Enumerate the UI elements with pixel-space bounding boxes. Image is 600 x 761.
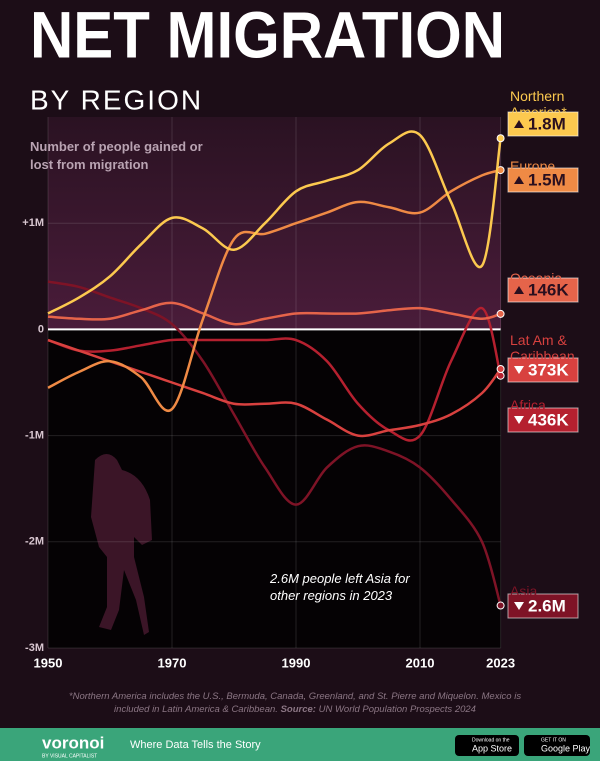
series-line	[47, 168, 501, 413]
x-tick-label: 1970	[158, 655, 187, 670]
brand: voronoi	[42, 733, 104, 752]
series-line	[47, 280, 502, 606]
y-label: Number of people gained or lost from mig…	[30, 139, 203, 172]
legend-label: Lat Am & Caribbean	[510, 332, 575, 364]
source: UN World Population Prospects 2024	[318, 704, 476, 715]
end-dot	[496, 601, 505, 610]
annotation-line: other regions in 2023	[270, 588, 393, 603]
footnote-note: *Northern America includes the U.S., Ber…	[68, 691, 522, 715]
app-store-small: Download on the	[472, 737, 510, 743]
value-label: 146K	[528, 280, 569, 299]
value-label: 436K	[528, 410, 569, 429]
end-dot	[496, 365, 505, 374]
down-arrow	[514, 416, 524, 424]
x-tick-label: 2023	[486, 655, 515, 670]
subtitle: BY REGION	[30, 84, 203, 115]
legend-label: Europe	[510, 158, 556, 174]
up-arrow	[514, 120, 524, 128]
legend-label: Africa	[510, 397, 546, 413]
up-arrow	[514, 286, 524, 294]
annotation-line: 2.6M people left Asia for	[269, 571, 410, 586]
source-label: Source:	[280, 704, 316, 715]
y-tick-label: -2M	[25, 536, 44, 548]
end-dot	[496, 134, 505, 143]
x-tick-label: 2010	[406, 655, 435, 670]
up-arrow	[514, 176, 524, 184]
google-small: GET IT ON	[541, 737, 566, 743]
x-tick-label: 1990	[282, 655, 311, 670]
series-line	[47, 130, 502, 315]
footnote: *Northern America includes the U.S., Ber…	[60, 690, 530, 716]
value-label: 2.6M	[528, 596, 566, 615]
y-tick-label: -1M	[25, 430, 44, 442]
legend-label: Northern America*	[510, 88, 567, 120]
y-tick-label: +1M	[22, 217, 44, 229]
positive-area	[48, 117, 501, 329]
google: Google Play	[541, 743, 591, 753]
app-store-badge[interactable]	[455, 735, 519, 756]
x-tick-label: 1950	[34, 655, 63, 670]
y-tick-label: -3M	[25, 642, 44, 654]
app-store: App Store	[472, 743, 512, 753]
series-line	[47, 301, 501, 326]
end-dot	[496, 309, 505, 318]
down-arrow	[514, 366, 524, 374]
value-label: 1.5M	[528, 170, 566, 189]
brand-sub: BY VISUAL CAPITALIST	[42, 753, 97, 759]
value-label: 373K	[528, 360, 569, 379]
hiker-silhouette	[91, 454, 152, 635]
legend-label: Asia	[510, 583, 538, 599]
value-label: 1.8M	[528, 114, 566, 133]
title: NET MIGRATION	[30, 0, 505, 71]
down-arrow	[514, 602, 524, 610]
tagline: Where Data Tells the Story	[130, 739, 261, 751]
series-line	[47, 306, 502, 442]
annotation: 2.6M people left Asia for other regions i…	[269, 571, 410, 603]
google-play-badge[interactable]	[524, 735, 590, 756]
y-tick-label: 0	[38, 323, 44, 335]
legend-label: Oceania	[510, 270, 563, 286]
